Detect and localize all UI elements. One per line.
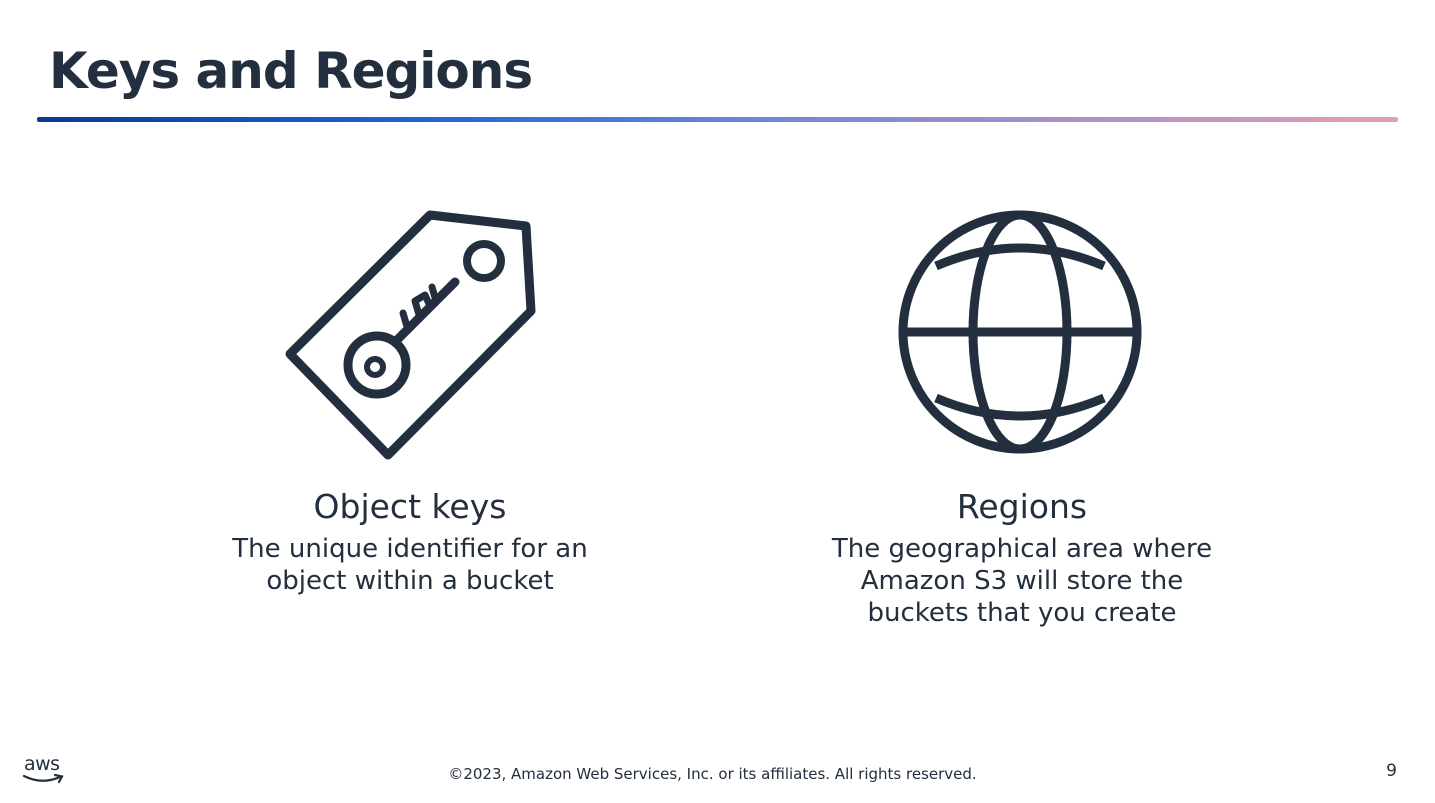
aws-smile-icon xyxy=(22,773,64,784)
page-number: 9 xyxy=(1386,761,1397,781)
feature-regions: Regions The geographical area where Amaz… xyxy=(802,485,1242,629)
key-tag-icon xyxy=(280,205,542,467)
feature-description: The unique identifier for an object with… xyxy=(210,533,610,597)
slide-title: Keys and Regions xyxy=(49,42,533,100)
feature-object-keys: Object keys The unique identifier for an… xyxy=(210,485,610,597)
description-line: Amazon S3 will store the xyxy=(860,566,1184,596)
feature-heading: Regions xyxy=(956,487,1088,526)
copyright-text: ©2023, Amazon Web Services, Inc. or its … xyxy=(448,765,977,783)
feature-heading: Object keys xyxy=(313,487,507,526)
description-line: The unique identifier for an xyxy=(232,534,588,564)
description-line: buckets that you create xyxy=(867,598,1177,628)
aws-logo-text: aws xyxy=(24,753,60,775)
feature-description: The geographical area where Amazon S3 wi… xyxy=(802,533,1242,629)
description-line: The geographical area where xyxy=(831,534,1213,564)
globe-icon xyxy=(894,206,1148,460)
aws-logo: aws xyxy=(22,754,70,788)
title-gradient-rule xyxy=(37,117,1398,122)
description-line: object within a bucket xyxy=(266,566,554,596)
